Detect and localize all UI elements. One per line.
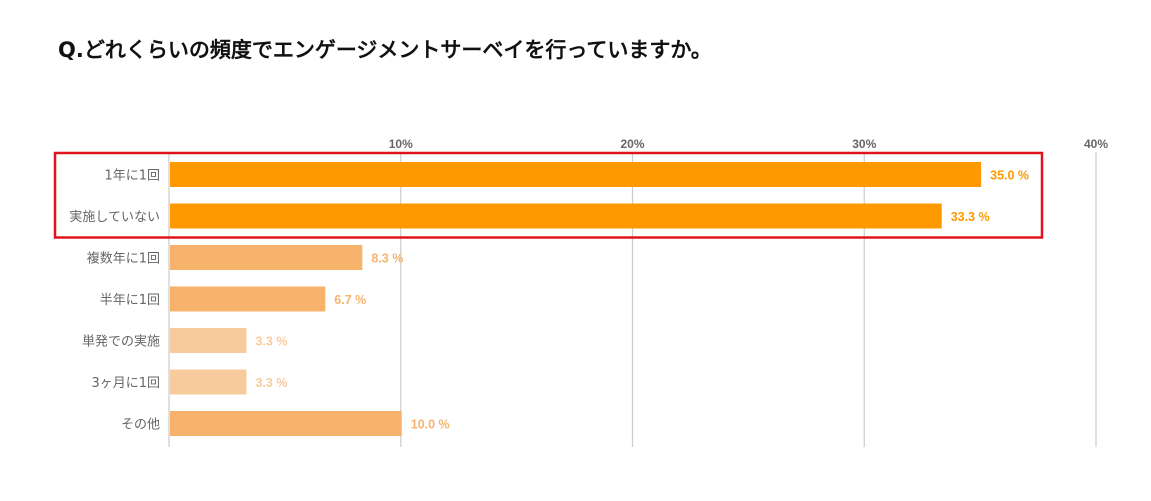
value-label: 3.3 % xyxy=(255,335,287,349)
bar xyxy=(170,162,982,187)
bar xyxy=(170,369,247,395)
value-label: 33.3 % xyxy=(951,210,990,224)
category-label: その他 xyxy=(121,418,160,433)
category-label: 複数年に1回 xyxy=(87,251,160,267)
x-tick-label: 10% xyxy=(389,137,413,151)
bar xyxy=(170,411,402,436)
x-tick-label: 30% xyxy=(852,137,876,151)
x-tick-labels: 10% 20% 30% 40% xyxy=(389,137,1109,151)
highlight-frame xyxy=(53,151,1044,239)
value-label: 35.0 % xyxy=(990,169,1029,183)
x-tick-label: 40% xyxy=(1084,137,1108,151)
bar xyxy=(170,286,326,312)
chart-title: Q.どれくらいの頻度でエンゲージメントサーベイを行っていますか。 xyxy=(58,38,712,62)
value-label: 10.0 % xyxy=(411,418,450,432)
category-label: 3ヶ月に1回 xyxy=(91,376,160,391)
highlight-box xyxy=(53,151,1044,239)
bar xyxy=(170,245,363,270)
category-label: 単発での実施 xyxy=(82,334,160,350)
bars xyxy=(170,162,982,436)
grid-lines xyxy=(168,152,1097,447)
category-label: 半年に1回 xyxy=(100,293,160,308)
value-label: 3.3 % xyxy=(255,376,287,390)
bar xyxy=(170,203,942,229)
value-label: 8.3 % xyxy=(371,252,403,266)
value-label: 6.7 % xyxy=(334,293,366,307)
bar xyxy=(170,328,247,353)
x-tick-label: 20% xyxy=(620,137,644,151)
category-label: 実施していない xyxy=(69,209,160,225)
category-label: 1年に1回 xyxy=(104,169,160,184)
value-labels: 35.0 % 33.3 % 8.3 % 6.7 % 3.3 % 3.3 % 10.0 % xyxy=(255,169,1029,432)
